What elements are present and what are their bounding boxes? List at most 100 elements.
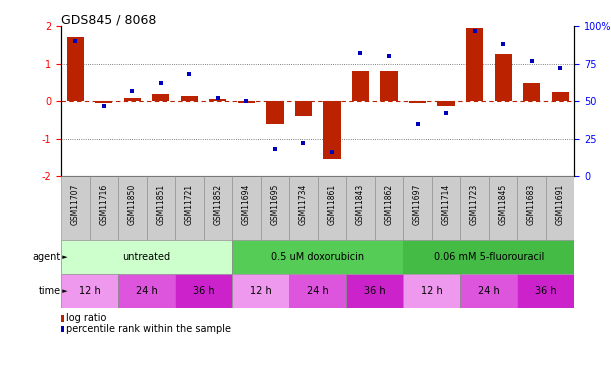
Text: GSM11694: GSM11694	[242, 184, 251, 225]
Bar	[210, 99, 227, 101]
Bar	[175, 176, 203, 240]
Point	[555, 65, 565, 71]
Bar	[289, 176, 318, 240]
Bar	[432, 176, 460, 240]
Text: 12 h: 12 h	[421, 286, 442, 296]
Point	[384, 53, 394, 59]
Bar	[460, 274, 518, 308]
Bar	[67, 38, 84, 101]
Text: GSM11862: GSM11862	[384, 184, 393, 225]
Text: time: time	[38, 286, 60, 296]
Point	[498, 41, 508, 47]
Point	[441, 110, 451, 116]
Text: percentile rank within the sample: percentile rank within the sample	[65, 324, 230, 334]
Bar	[61, 240, 232, 274]
Bar	[181, 96, 198, 101]
Text: GSM11691: GSM11691	[555, 184, 565, 225]
Bar	[437, 101, 455, 106]
Text: 0.06 mM 5-fluorouracil: 0.06 mM 5-fluorouracil	[434, 252, 544, 262]
Bar	[375, 176, 403, 240]
Bar	[295, 101, 312, 116]
Point	[527, 58, 536, 64]
Bar	[352, 71, 369, 101]
Bar	[494, 54, 511, 101]
Bar	[238, 101, 255, 103]
Bar	[118, 274, 175, 308]
Bar	[552, 92, 569, 101]
Bar	[289, 274, 346, 308]
Point	[356, 50, 365, 56]
Text: GSM11697: GSM11697	[413, 184, 422, 225]
Bar	[203, 176, 232, 240]
Bar	[518, 274, 574, 308]
Bar	[409, 101, 426, 103]
Bar	[232, 274, 289, 308]
Bar	[232, 240, 403, 274]
Text: GSM11683: GSM11683	[527, 184, 536, 225]
Text: agent: agent	[32, 252, 60, 262]
Text: GSM11714: GSM11714	[442, 184, 450, 225]
Bar	[403, 176, 432, 240]
Text: GSM11845: GSM11845	[499, 184, 508, 225]
Text: GSM11852: GSM11852	[213, 184, 222, 225]
Text: 36 h: 36 h	[193, 286, 214, 296]
Text: 36 h: 36 h	[535, 286, 557, 296]
Text: log ratio: log ratio	[65, 314, 106, 323]
Point	[327, 149, 337, 155]
Text: untreated: untreated	[123, 252, 170, 262]
Point	[128, 88, 137, 94]
Point	[156, 80, 166, 86]
Bar	[323, 101, 340, 159]
Bar	[261, 176, 289, 240]
Text: 36 h: 36 h	[364, 286, 386, 296]
Bar	[346, 176, 375, 240]
Text: GSM11843: GSM11843	[356, 184, 365, 225]
Point	[185, 71, 194, 77]
Bar	[266, 101, 284, 124]
Point	[213, 95, 223, 101]
Text: GSM11861: GSM11861	[327, 184, 337, 225]
Text: GSM11850: GSM11850	[128, 184, 137, 225]
Bar	[61, 176, 90, 240]
Point	[70, 38, 80, 44]
Bar	[403, 274, 460, 308]
Bar	[118, 176, 147, 240]
Text: 12 h: 12 h	[79, 286, 100, 296]
Text: 24 h: 24 h	[136, 286, 158, 296]
Point	[99, 103, 109, 109]
Text: ►: ►	[60, 254, 68, 260]
Bar	[95, 101, 112, 103]
Bar	[175, 274, 232, 308]
Text: GSM11851: GSM11851	[156, 184, 166, 225]
Bar	[232, 176, 261, 240]
Text: GSM11707: GSM11707	[71, 184, 80, 225]
Bar	[466, 28, 483, 101]
Text: 0.5 uM doxorubicin: 0.5 uM doxorubicin	[271, 252, 364, 262]
Bar	[460, 176, 489, 240]
Bar	[61, 274, 118, 308]
Bar	[403, 240, 574, 274]
Bar	[124, 98, 141, 101]
Bar	[381, 71, 398, 101]
Text: ►: ►	[60, 288, 68, 294]
Point	[412, 121, 422, 127]
Point	[470, 28, 480, 34]
Text: GSM11721: GSM11721	[185, 184, 194, 225]
Text: 24 h: 24 h	[478, 286, 500, 296]
Bar	[346, 274, 403, 308]
Text: 24 h: 24 h	[307, 286, 329, 296]
Point	[270, 146, 280, 152]
Point	[299, 140, 309, 146]
Text: GSM11716: GSM11716	[100, 184, 108, 225]
Bar	[489, 176, 518, 240]
Text: GSM11695: GSM11695	[271, 184, 279, 225]
Bar	[90, 176, 118, 240]
Bar	[518, 176, 546, 240]
Bar	[318, 176, 346, 240]
Bar	[152, 94, 169, 101]
Text: GDS845 / 8068: GDS845 / 8068	[61, 13, 156, 26]
Bar	[546, 176, 574, 240]
Bar	[147, 176, 175, 240]
Text: GSM11734: GSM11734	[299, 184, 308, 225]
Point	[241, 98, 251, 104]
